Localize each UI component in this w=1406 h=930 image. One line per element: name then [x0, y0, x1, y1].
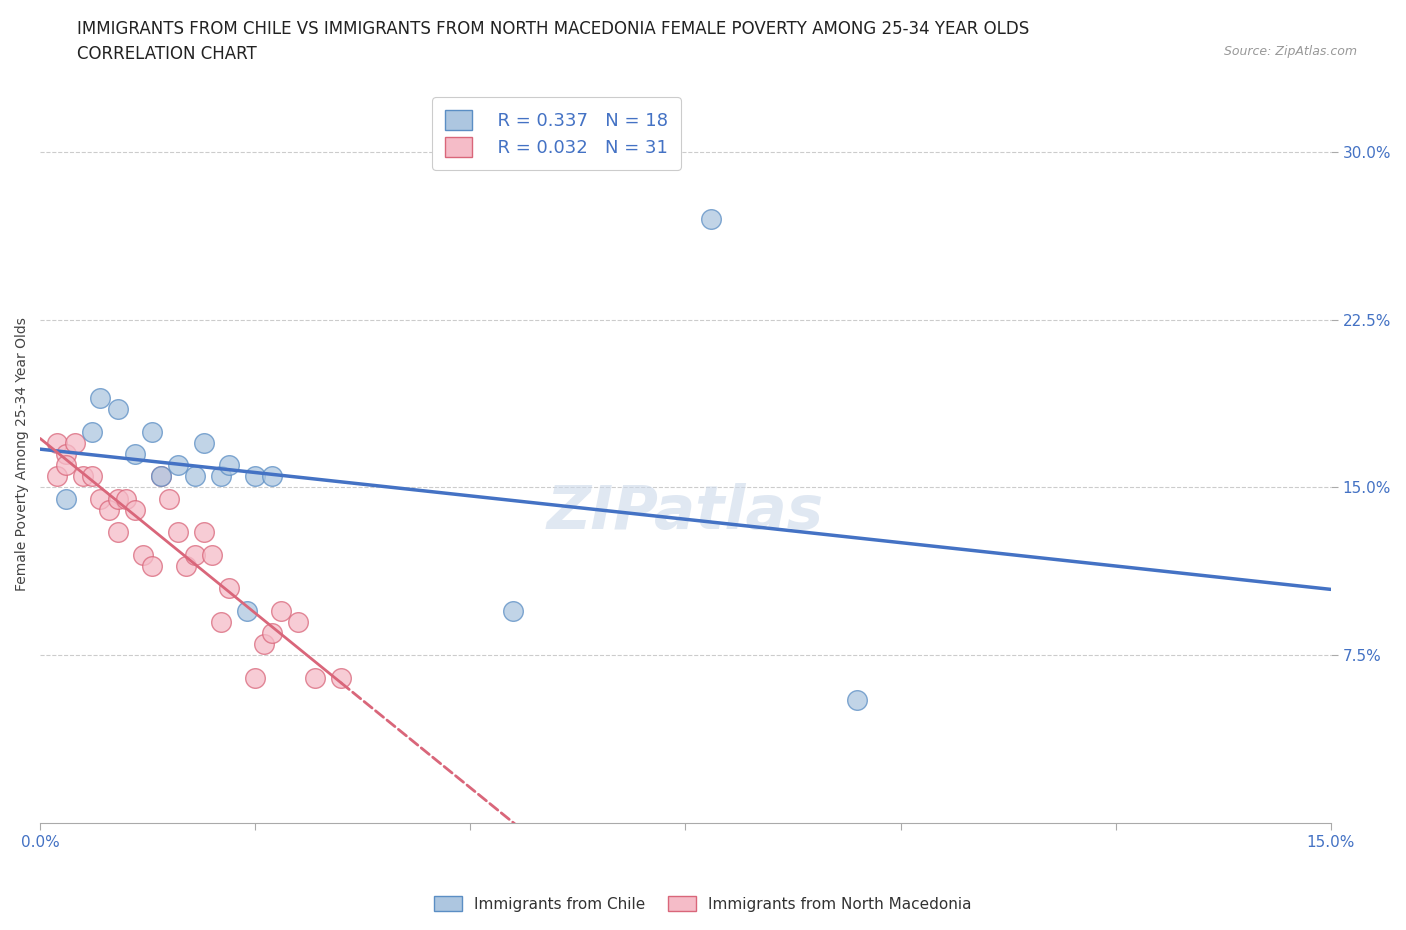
Point [166, 458, 188, 472]
Point [209, 469, 232, 484]
Point [184, 547, 207, 562]
Point [262, 469, 284, 484]
Point [80, 424, 103, 439]
Point [89, 491, 111, 506]
Point [72, 469, 94, 484]
Point [253, 637, 276, 652]
Point [107, 491, 129, 506]
Point [502, 603, 524, 618]
Legend:   R = 0.337   N = 18,   R = 0.032   N = 31: R = 0.337 N = 18, R = 0.032 N = 31 [432, 98, 681, 170]
Point [193, 435, 215, 450]
Point [80, 469, 103, 484]
Y-axis label: Female Poverty Among 25-34 Year Olds: Female Poverty Among 25-34 Year Olds [15, 317, 30, 591]
Point [46, 435, 69, 450]
Point [287, 615, 309, 630]
Point [141, 424, 163, 439]
Point [846, 693, 869, 708]
Text: Source: ZipAtlas.com: Source: ZipAtlas.com [1223, 45, 1357, 58]
Point [124, 446, 146, 461]
Point [55, 458, 77, 472]
Point [115, 491, 138, 506]
Point [107, 402, 129, 417]
Point [176, 558, 198, 573]
Point [193, 525, 215, 539]
Point [124, 502, 146, 517]
Point [209, 615, 232, 630]
Point [97, 502, 120, 517]
Point [63, 435, 86, 450]
Point [304, 671, 326, 685]
Point [107, 525, 129, 539]
Point [270, 603, 292, 618]
Point [132, 547, 155, 562]
Point [235, 603, 257, 618]
Text: CORRELATION CHART: CORRELATION CHART [77, 45, 257, 62]
Text: IMMIGRANTS FROM CHILE VS IMMIGRANTS FROM NORTH MACEDONIA FEMALE POVERTY AMONG 25: IMMIGRANTS FROM CHILE VS IMMIGRANTS FROM… [77, 20, 1029, 38]
Point [201, 547, 224, 562]
Legend: Immigrants from Chile, Immigrants from North Macedonia: Immigrants from Chile, Immigrants from N… [429, 889, 977, 918]
Point [218, 458, 240, 472]
Point [330, 671, 353, 685]
Point [46, 469, 69, 484]
Point [157, 491, 180, 506]
Point [218, 580, 240, 595]
Point [141, 558, 163, 573]
Point [55, 491, 77, 506]
Text: ZIPatlas: ZIPatlas [547, 484, 824, 542]
Point [262, 626, 284, 641]
Point [184, 469, 207, 484]
Point [149, 469, 172, 484]
Point [149, 469, 172, 484]
Point [245, 671, 267, 685]
Point [245, 469, 267, 484]
Point [166, 525, 188, 539]
Point [89, 391, 111, 405]
Point [700, 211, 723, 226]
Point [55, 446, 77, 461]
